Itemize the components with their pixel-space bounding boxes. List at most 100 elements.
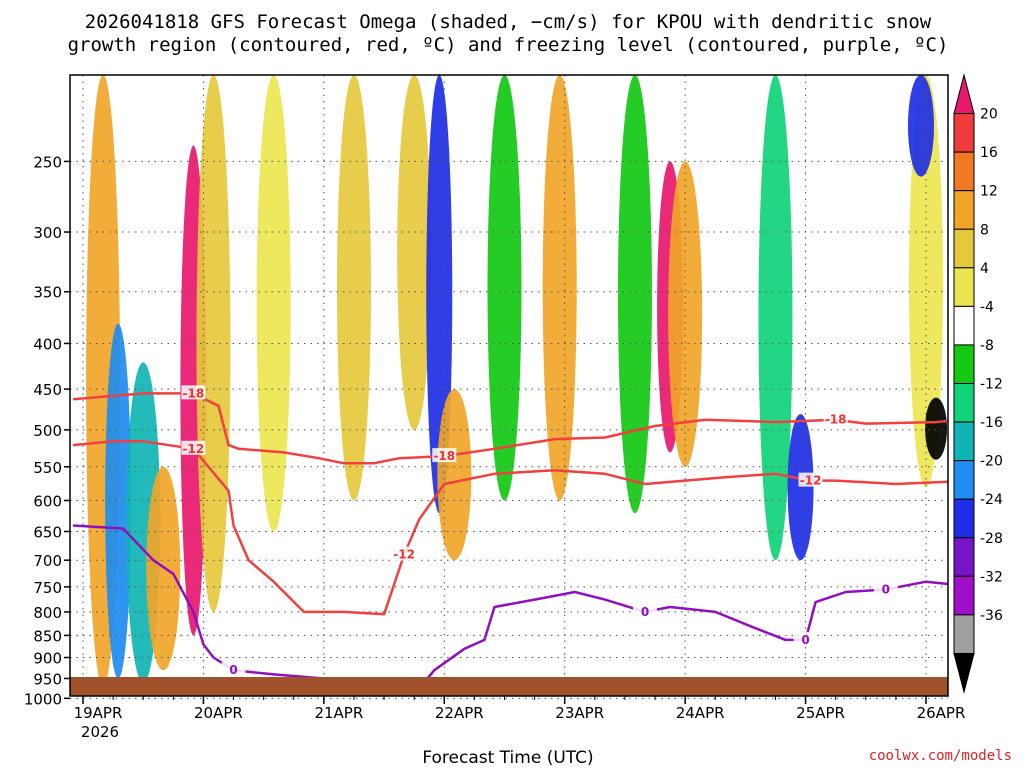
- omega-region-11: [487, 75, 522, 501]
- colorbar-swatch-8: [953, 383, 975, 423]
- colorbar-tick-8: -16: [980, 415, 1003, 431]
- omega-region-20: [925, 397, 948, 460]
- dgz-contour-minus18-label-0: -18: [183, 386, 205, 400]
- y-tick-label-850: 850: [33, 627, 62, 645]
- colorbar-tick-2: 12: [980, 184, 998, 200]
- omega-region-18: [909, 75, 943, 488]
- x-tick-label-26APR: 26APR: [917, 704, 966, 722]
- colorbar-swatch-15: [953, 652, 975, 694]
- colorbar-swatch-11: [953, 498, 975, 539]
- ground-terrain: [70, 677, 948, 696]
- colorbar-swatch-6: [953, 305, 975, 346]
- plot-frame: [69, 74, 949, 697]
- colorbar-tick-11: -28: [980, 531, 1003, 547]
- y-tick-label-400: 400: [33, 335, 62, 353]
- colorbar-swatch-10: [953, 460, 975, 500]
- y-tick-label-1000: 1000: [24, 690, 62, 708]
- omega-region-16: [758, 75, 793, 561]
- y-tick-label-950: 950: [33, 670, 62, 688]
- freezing-contour-0-label-0: 0: [229, 663, 237, 677]
- y-tick-label-350: 350: [33, 284, 62, 302]
- freezing-contour-0-label-1: 0: [641, 605, 649, 619]
- dgz-contour-minus12-label-0: -12: [183, 442, 205, 456]
- omega-region-15: [668, 161, 703, 467]
- x-axis: 19APR 20APR 21APR 22APR 23APR 24APR 25APR 26APR: [74, 696, 966, 722]
- y-tick-label-550: 550: [33, 459, 62, 477]
- x-tick-label-21APR: 21APR: [314, 704, 363, 722]
- y-tick-label-750: 750: [33, 579, 62, 597]
- omega-region-19: [907, 75, 934, 177]
- colorbar-swatch-9: [953, 421, 975, 462]
- y-tick-label-800: 800: [33, 604, 62, 622]
- colorbar-swatch-14: [953, 614, 975, 654]
- colorbar-tick-13: -36: [980, 608, 1003, 624]
- colorbar-swatch-7: [953, 344, 975, 384]
- colorbar-swatch-13: [953, 575, 975, 616]
- freezing-contour-0-label-bg-1: [633, 603, 657, 618]
- colorbar-tick-0: 20: [980, 107, 998, 123]
- dgz-contour-minus18-label-bg-2: [823, 411, 848, 426]
- colorbar-tick-1: 16: [980, 145, 998, 161]
- colorbar-swatch-2: [953, 151, 975, 192]
- colorbar-swatch-4: [953, 228, 975, 269]
- dgz-contour-minus18-label-bg-0: [181, 385, 206, 400]
- x-axis-label: Forecast Time (UTC): [422, 748, 593, 768]
- omega-region-12: [542, 75, 577, 501]
- colorbar-tick-12: -32: [980, 569, 1003, 585]
- omega-region-1: [105, 323, 132, 679]
- colorbar-swatch-12: [953, 537, 975, 577]
- colorbar-tick-9: -20: [980, 454, 1003, 470]
- y-tick-label-900: 900: [33, 650, 62, 668]
- dgz-contour-minus12-label-2: -12: [800, 474, 822, 488]
- dgz-contour-minus12-label-bg-2: [798, 472, 823, 487]
- x-tick-label-19APR: 19APR: [74, 704, 123, 722]
- colorbar-tick-10: -24: [980, 492, 1003, 508]
- colorbar-tick-3: 8: [980, 222, 989, 238]
- colorbar-swatch-1: [953, 113, 975, 153]
- dgz-contour-minus12-line: [72, 440, 948, 616]
- dgz-contour-minus12-label-1: -12: [393, 548, 415, 562]
- y-tick-label-650: 650: [33, 523, 62, 541]
- x-tick-label-20APR: 20APR: [194, 704, 243, 722]
- omega-region-3: [146, 466, 181, 671]
- colorbar-swatch-0: [953, 73, 975, 115]
- chart-title-line1: 2026041818 GFS Forecast Omega (shaded, −…: [85, 11, 932, 33]
- freezing-contour-0-label-2: 0: [801, 633, 809, 647]
- x-tick-label-22APR: 22APR: [435, 704, 484, 722]
- colorbar: 20 16 12 8 4 -4 -8 -12 -16 -20 -24 -28 -32 -36: [953, 73, 1003, 694]
- omega-region-8: [397, 75, 432, 430]
- dgz-contour-minus18-label-1: -18: [433, 449, 455, 463]
- x-year-label: 2026: [81, 723, 119, 741]
- y-axis: 250 300 350 400 450 500 550 600 650 700 750 800 850 9…: [24, 153, 70, 708]
- colorbar-tick-6: -8: [980, 338, 994, 354]
- omega-region-7: [336, 75, 371, 501]
- y-tick-label-300: 300: [33, 224, 62, 242]
- dgz-contour-minus12-label-bg-1: [392, 546, 417, 561]
- colorbar-tick-5: -4: [980, 299, 994, 315]
- y-tick-label-450: 450: [33, 381, 62, 399]
- freezing-contour-0-label-bg-2: [793, 631, 818, 646]
- y-tick-label-500: 500: [33, 422, 62, 440]
- omega-region-6: [256, 75, 291, 532]
- dgz-contour-minus12-label-bg-0: [181, 440, 206, 455]
- freezing-contour-0-label-3: 0: [882, 582, 890, 596]
- dgz-contour-minus18-label-bg-1: [432, 448, 457, 463]
- y-tick-label-700: 700: [33, 552, 62, 570]
- contours: -18 -18 -18 -12 -12 -12 0 0 0 0: [72, 385, 948, 696]
- x-tick-label-23APR: 23APR: [555, 704, 604, 722]
- omega-shading: [86, 75, 948, 687]
- dgz-contour-minus18-line: [72, 392, 948, 465]
- y-tick-label-600: 600: [33, 492, 62, 510]
- credit-text: coolwx.com/models: [869, 748, 1012, 764]
- colorbar-swatch-3: [953, 190, 975, 230]
- x-tick-label-24APR: 24APR: [676, 704, 725, 722]
- omega-region-17: [787, 414, 814, 561]
- colorbar-tick-4: 4: [980, 261, 989, 277]
- freezing-contour-0-label-bg-3: [873, 581, 898, 596]
- colorbar-tick-7: -12: [980, 377, 1003, 393]
- omega-region-13: [617, 75, 652, 514]
- y-tick-label-250: 250: [33, 153, 62, 171]
- omega-region-10: [437, 389, 472, 561]
- colorbar-swatch-5: [953, 267, 975, 307]
